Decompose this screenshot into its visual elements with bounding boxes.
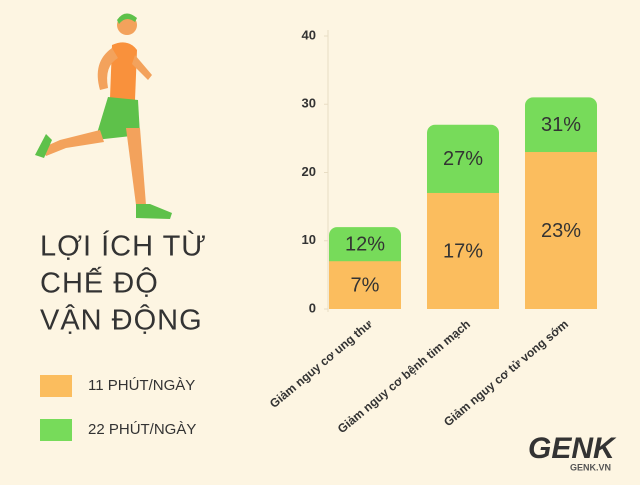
y-tick-label: 30: [302, 96, 316, 111]
value-label: 7%: [351, 274, 380, 296]
legend-swatch: [40, 419, 72, 441]
bar: [329, 261, 401, 309]
legend-label: 11 PHÚT/NGÀY: [88, 377, 195, 394]
y-tick-label: 20: [302, 164, 316, 179]
y-tick-label: 10: [302, 232, 316, 247]
value-label: 12%: [345, 233, 385, 255]
bar: [427, 192, 499, 309]
title-line: LỢI ÍCH TỪ: [40, 230, 207, 263]
title-line: CHẾ ĐỘ: [40, 266, 159, 300]
watermark-logo: GENK: [528, 432, 617, 465]
y-tick-label: 40: [302, 27, 316, 42]
bar: [525, 152, 597, 309]
value-label: 23%: [541, 220, 581, 242]
legend-label: 22 PHÚT/NGÀY: [88, 421, 196, 438]
x-tick-label: Giảm nguy cơ ung thư: [267, 317, 375, 411]
value-label: 17%: [443, 240, 483, 262]
legend-swatch: [40, 375, 72, 397]
title-line: VẬN ĐỘNG: [40, 303, 203, 337]
value-label: 27%: [443, 148, 483, 170]
value-label: 31%: [541, 114, 581, 136]
watermark-url: GENK.VN: [570, 462, 611, 472]
runner-illustration: [35, 13, 172, 219]
y-tick-label: 0: [309, 300, 316, 315]
